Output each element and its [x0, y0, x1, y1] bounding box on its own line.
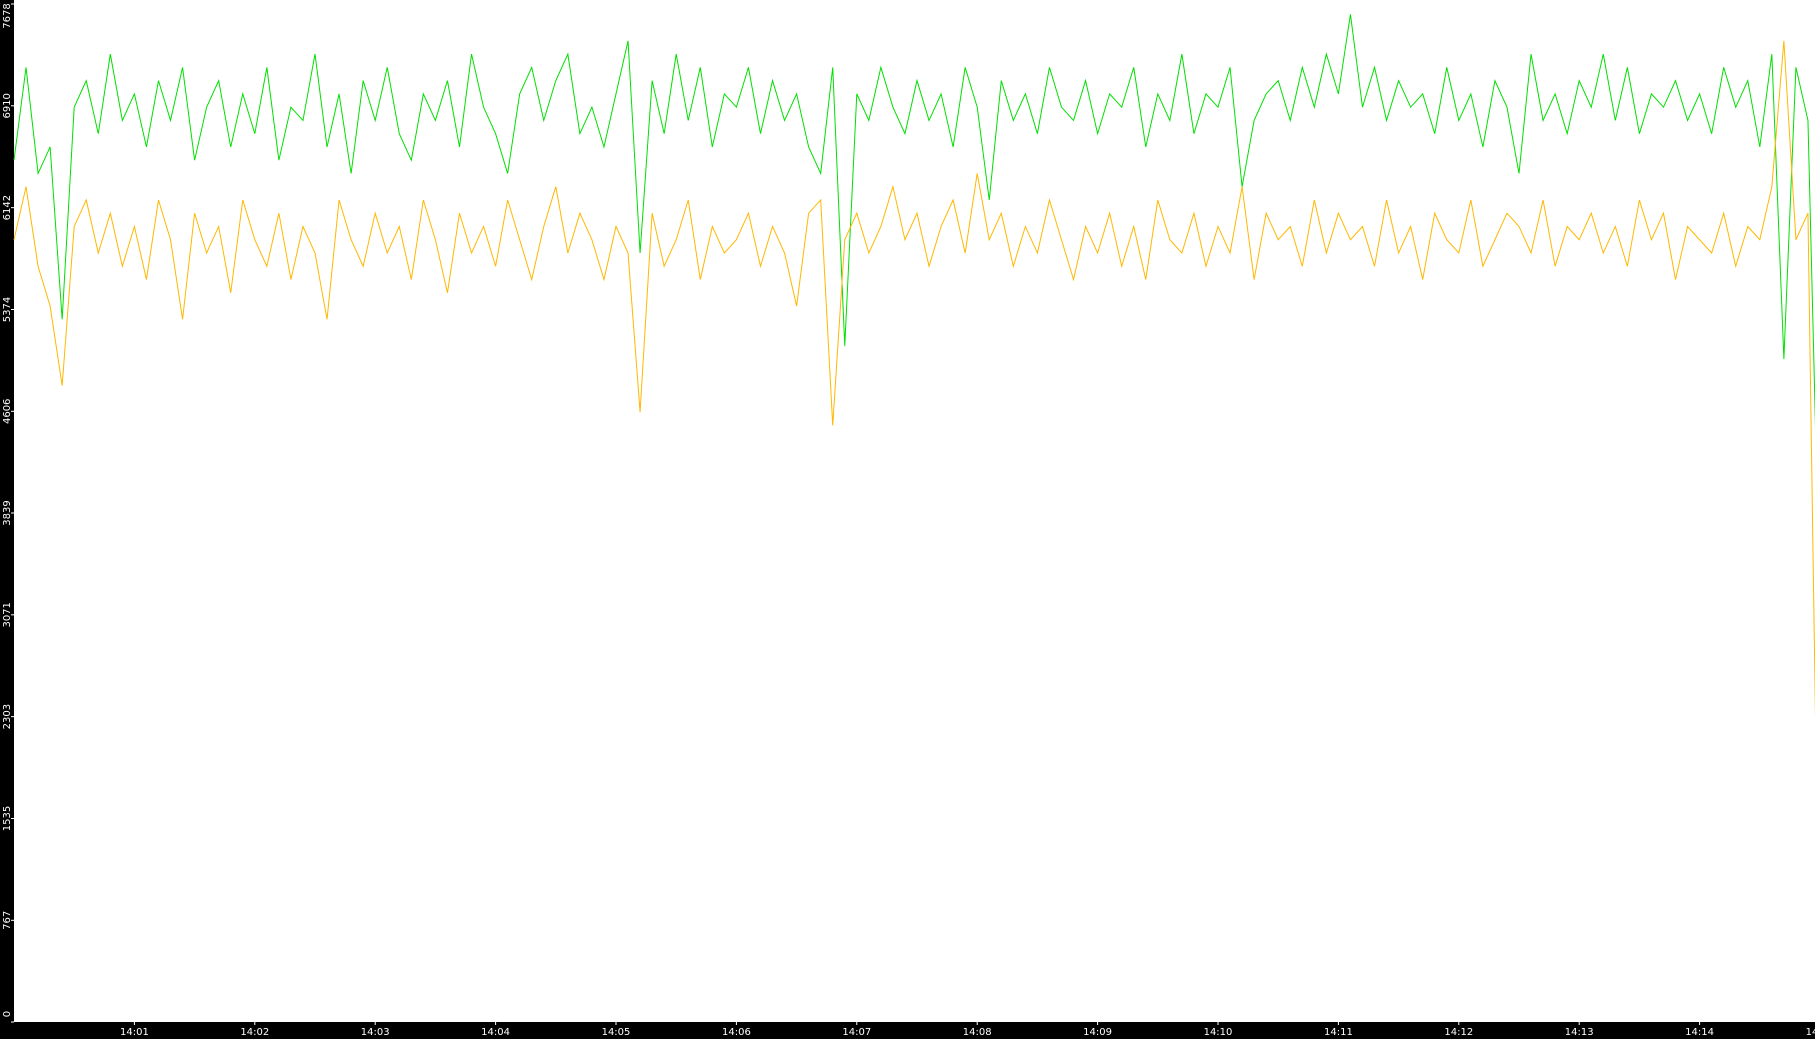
y-axis-bar	[0, 0, 14, 1039]
x-tick-label: 14:08	[963, 1027, 992, 1038]
x-tick-label: 14:12	[1444, 1027, 1473, 1038]
y-tick-label: 1535	[2, 806, 13, 831]
x-tick-label: 14:11	[1324, 1027, 1353, 1038]
x-tick-label: 14:13	[1565, 1027, 1594, 1038]
y-tick-label: 6910	[2, 93, 13, 118]
x-tick-label: 14:05	[602, 1027, 631, 1038]
x-axis-bar	[0, 1022, 1815, 1039]
series-line	[13, 14, 1815, 428]
y-tick-label: 2303	[2, 704, 13, 729]
y-tick-label: 6142	[2, 195, 13, 220]
y-tick-label: 3839	[2, 500, 13, 525]
y-tick-label: 7678	[2, 3, 13, 28]
x-tick-label: 14:02	[240, 1027, 269, 1038]
x-tick-label: 14:15	[1806, 1027, 1815, 1038]
x-tick-label: 14:03	[361, 1027, 390, 1038]
x-tick-label: 14:09	[1083, 1027, 1112, 1038]
y-tick-label: 0	[2, 1011, 13, 1017]
x-tick-label: 14:06	[722, 1027, 751, 1038]
x-tick-label: 14:01	[120, 1027, 149, 1038]
x-tick-label: 14:07	[842, 1027, 871, 1038]
x-tick-label: 14:04	[481, 1027, 510, 1038]
y-tick-label: 4606	[2, 399, 13, 424]
series-line	[13, 40, 1815, 720]
y-tick-label: 767	[2, 911, 13, 930]
x-tick-label: 14:10	[1204, 1027, 1233, 1038]
x-tick-label: 14:14	[1685, 1027, 1714, 1038]
y-tick-label: 3071	[2, 602, 13, 627]
y-tick-label: 5374	[2, 297, 13, 322]
